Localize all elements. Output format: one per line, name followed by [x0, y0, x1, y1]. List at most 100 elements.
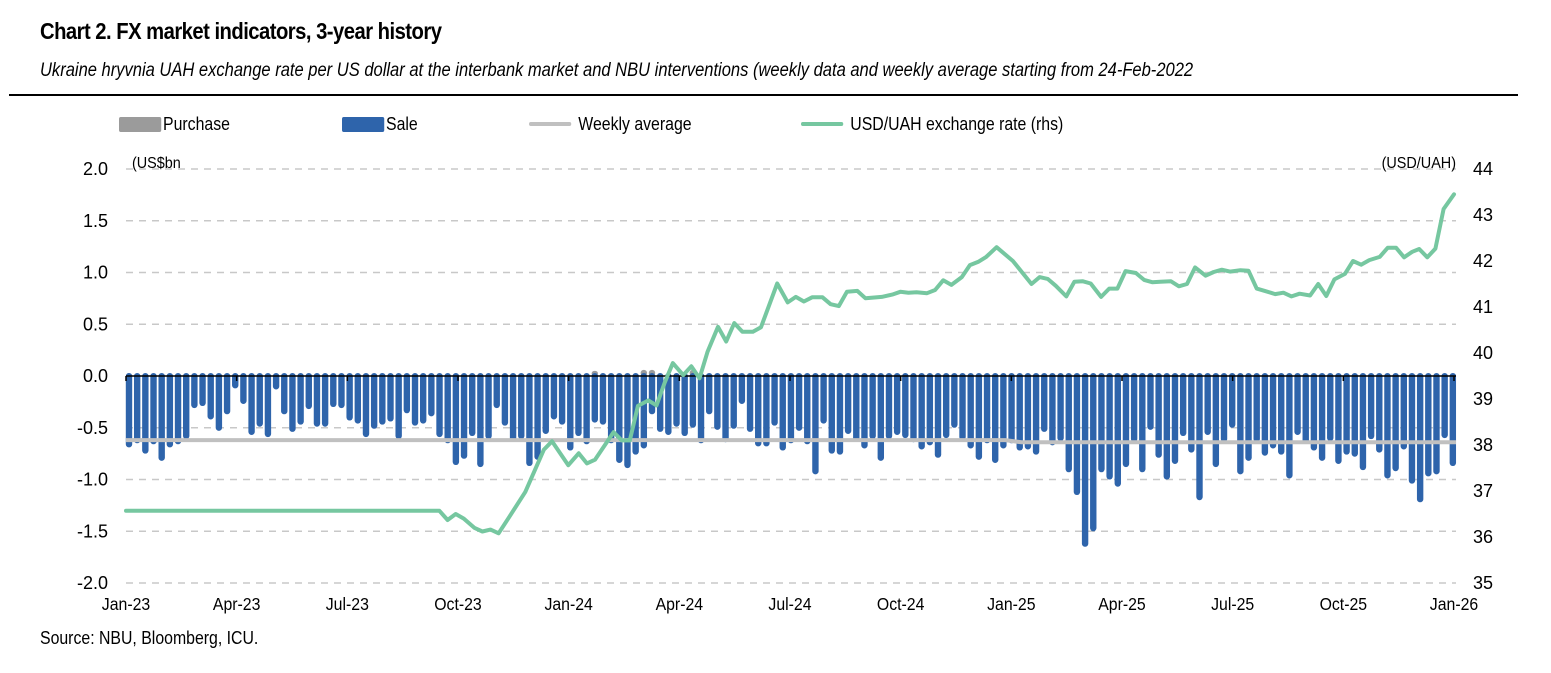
- sale-bar: [624, 373, 631, 469]
- zero-axis-layer: [125, 375, 1456, 381]
- sale-bar: [975, 373, 983, 460]
- sale-bar: [640, 373, 648, 449]
- sale-bar: [1408, 373, 1416, 484]
- sale-bar: [755, 373, 762, 447]
- sale-bar: [575, 373, 582, 437]
- x-tick-label: Jan-23: [102, 594, 150, 614]
- sale-bar: [1073, 373, 1081, 496]
- sale-bar: [1212, 373, 1220, 468]
- chart-subtitle: Ukraine hryvnia UAH exchange rate per US…: [40, 60, 1194, 81]
- sale-bar: [665, 373, 672, 435]
- sale-bar: [436, 373, 443, 438]
- sale-bar: [1041, 373, 1048, 432]
- y-tick-label-right: 41: [1473, 297, 1493, 317]
- y-tick-label-right: 37: [1473, 481, 1493, 501]
- sale-bar: [673, 373, 680, 427]
- sale-bar: [272, 373, 280, 390]
- sale-bar: [256, 373, 263, 427]
- legend-item-weekly-average: Weekly average: [529, 112, 692, 136]
- sale-bar: [1196, 373, 1203, 501]
- weekly-average-line: [126, 438, 1456, 445]
- sale-bar: [493, 373, 500, 409]
- sale-bar: [419, 373, 427, 424]
- sale-bar: [1367, 373, 1375, 440]
- sale-bar: [730, 373, 737, 429]
- x-tick-label: Jan-26: [1430, 594, 1478, 614]
- y-axis-unit-right: (USD/UAH): [1382, 154, 1456, 172]
- y-tick-label-left: 2.0: [83, 159, 108, 179]
- sale-bar: [697, 373, 705, 444]
- x-tick-label: Oct-23: [434, 594, 482, 614]
- sale-bar: [1081, 373, 1089, 547]
- sale-bar: [1155, 373, 1162, 458]
- x-tick-label: Jul-24: [768, 594, 811, 614]
- sale-bar: [804, 373, 811, 445]
- sale-bar: [705, 373, 713, 415]
- sale-bar: [1425, 373, 1432, 477]
- sale-bar: [1204, 373, 1211, 435]
- sale-bar: [207, 373, 214, 420]
- sale-bar: [1278, 373, 1285, 455]
- weekly-average-layer: [126, 438, 1456, 445]
- sale-bar: [983, 373, 991, 444]
- sale-bar: [885, 373, 893, 440]
- sale-bar: [354, 373, 362, 424]
- sale-bar: [763, 373, 770, 447]
- sale-bar: [1163, 373, 1171, 480]
- sale-bar: [1400, 373, 1407, 450]
- sale-bar: [918, 373, 925, 450]
- y-tick-label-left: 1.5: [83, 211, 108, 231]
- sale-bar: [1024, 373, 1032, 450]
- axis-labels: 2.0 1.5 1.0 0.5 0.0 -0.5 -1.0 -1.5 -2.0 44 43 42 41 4…: [77, 154, 1493, 614]
- legend-item-usd-uah: USD/UAH exchange rate (rhs): [801, 112, 1063, 136]
- sale-bar: [869, 373, 876, 440]
- sale-bar: [689, 373, 697, 428]
- sale-bar: [567, 373, 574, 451]
- legend-swatch-purchase: [119, 116, 162, 132]
- legend-item-sale: Sale: [342, 112, 418, 136]
- y-axis-unit-left: (US$bn: [132, 154, 181, 172]
- sale-bar: [1310, 373, 1318, 451]
- sale-bar: [1269, 373, 1277, 449]
- sale-bar: [1376, 373, 1383, 453]
- sale-bar: [771, 373, 778, 426]
- sale-bar: [248, 373, 255, 435]
- sale-bar: [125, 373, 133, 448]
- sale-bar: [1057, 373, 1064, 442]
- sale-bar: [1253, 373, 1260, 443]
- sale-bar: [951, 373, 958, 428]
- sale-bar: [992, 373, 999, 463]
- sale-bar: [583, 373, 590, 445]
- sale-bar: [1327, 373, 1334, 442]
- sale-bar: [1302, 373, 1309, 444]
- sale-bar: [648, 373, 656, 415]
- sale-bar: [362, 373, 370, 438]
- sale-bar: [926, 373, 934, 446]
- sale-bar: [542, 373, 549, 434]
- sale-bar: [1220, 373, 1228, 443]
- sale-bar: [485, 373, 492, 440]
- sale-bar: [1008, 373, 1015, 444]
- sale-bar: [379, 373, 386, 425]
- sale-bar: [942, 373, 950, 439]
- sale-bar: [959, 373, 966, 441]
- sale-bar: [281, 373, 288, 415]
- y-tick-label-right: 36: [1473, 527, 1493, 547]
- sale-bar: [338, 373, 345, 409]
- sale-bar: [534, 373, 541, 460]
- sale-bar: [321, 373, 329, 427]
- sale-bar: [836, 373, 844, 455]
- sale-bar: [1032, 373, 1040, 455]
- sale-bar: [166, 373, 174, 448]
- y-tick-label-left: 0.0: [83, 366, 108, 386]
- y-tick-label-left: -1.0: [77, 470, 108, 490]
- sale-bar: [1049, 373, 1056, 446]
- sale-bar: [934, 373, 942, 458]
- sale-bar: [714, 373, 721, 430]
- y-tick-label-right: 44: [1473, 159, 1493, 179]
- legend-swatch-weekly-average: [529, 122, 572, 126]
- sale-bar: [1359, 373, 1367, 471]
- x-tick-label: Jan-24: [544, 594, 592, 614]
- y-tick-label-right: 42: [1473, 251, 1493, 271]
- sale-bar: [599, 373, 607, 425]
